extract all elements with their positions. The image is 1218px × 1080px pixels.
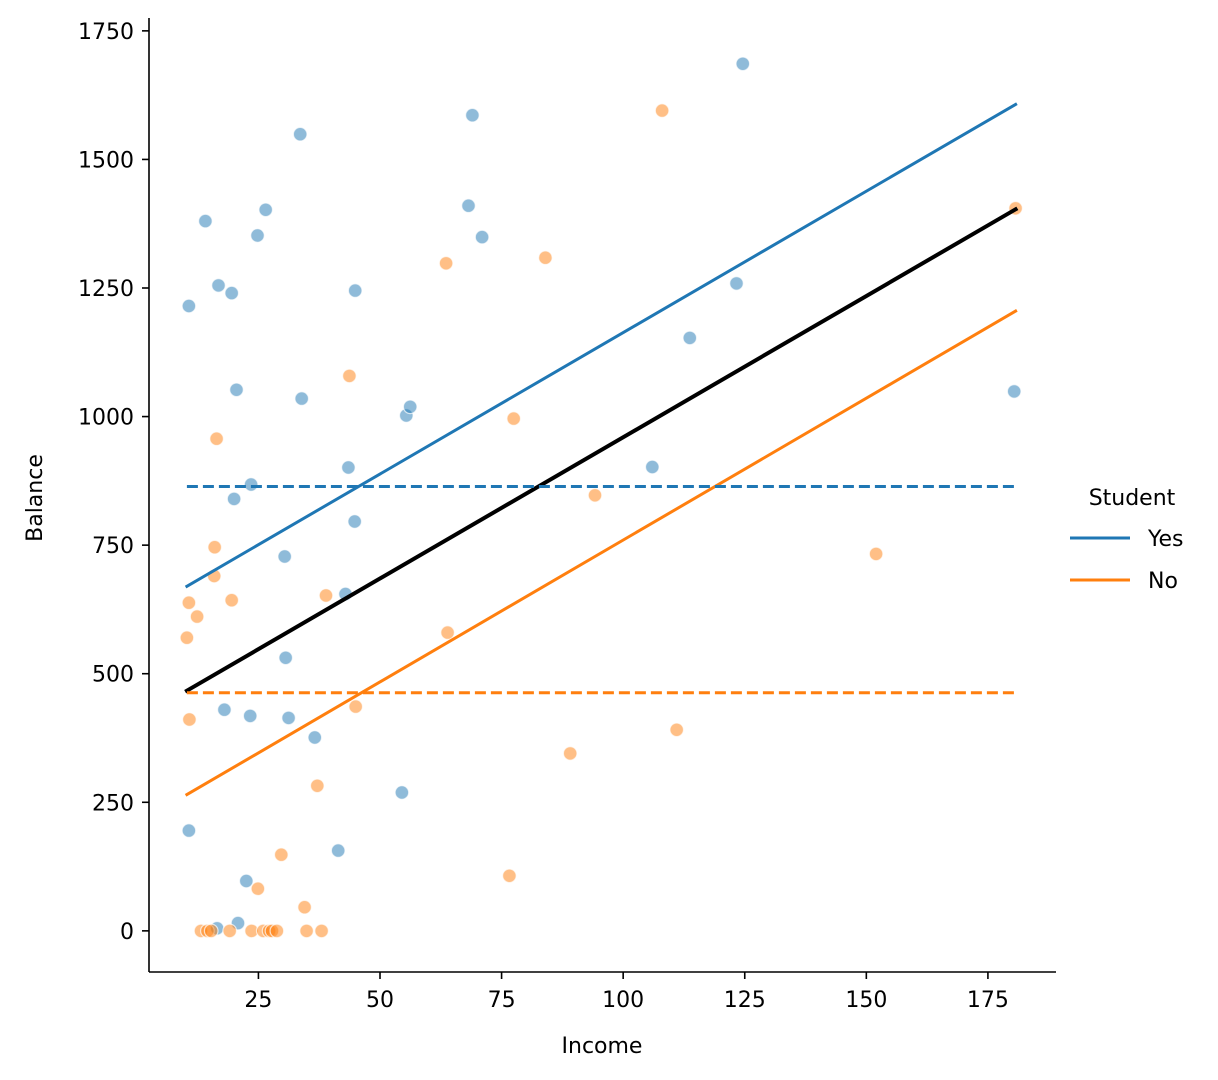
point-no (562, 746, 578, 761)
point-no (250, 881, 266, 897)
point-yes (258, 202, 274, 218)
point-yes (216, 702, 232, 718)
point-yes (347, 283, 363, 299)
point-yes (644, 459, 660, 475)
y-tick-label: 750 (92, 534, 134, 559)
legend: Student Yes No (1070, 486, 1184, 594)
y-tick-label: 500 (92, 663, 134, 688)
point-yes (294, 391, 310, 407)
fit-line-overall (184, 206, 1019, 694)
point-no (348, 699, 364, 714)
point-no (299, 923, 315, 939)
point-yes (278, 650, 294, 666)
point-no (297, 899, 313, 915)
fit-line-yes (184, 102, 1018, 589)
point-yes (1006, 384, 1022, 399)
point-no (269, 923, 285, 939)
point-no (209, 431, 225, 447)
point-yes (226, 491, 242, 507)
x-tick-label: 100 (602, 988, 644, 1013)
x-axis-title: Income (562, 1034, 643, 1059)
y-tick-label: 0 (120, 920, 134, 945)
x-tick-label: 75 (488, 988, 516, 1013)
point-no (654, 103, 670, 118)
y-tick-label: 1250 (78, 277, 134, 302)
legend-entry-yes: Yes (1070, 527, 1184, 552)
point-no (273, 847, 289, 863)
point-yes (461, 198, 476, 214)
x-tick-label: 125 (724, 988, 766, 1013)
point-yes (307, 730, 323, 745)
point-yes (238, 873, 254, 889)
axes-layer (148, 18, 1056, 973)
point-yes (292, 126, 308, 142)
point-no (502, 868, 517, 884)
point-yes (341, 460, 356, 475)
point-yes (682, 330, 698, 346)
x-tick-label: 150 (845, 988, 887, 1013)
ticks-layer: 25 50 75 100 125 150 1750250500750100012501500… (78, 20, 1009, 1013)
point-no (342, 368, 357, 384)
point-no (207, 539, 223, 555)
point-yes (250, 228, 265, 243)
point-yes (181, 823, 197, 838)
point-no (222, 923, 238, 939)
point-no (669, 722, 685, 738)
point-no (438, 255, 454, 271)
x-tick-label: 25 (244, 988, 272, 1013)
point-yes (735, 56, 751, 72)
point-yes (281, 710, 297, 726)
point-no (203, 923, 219, 939)
legend-label-no: No (1148, 569, 1178, 594)
fit-line-no (184, 309, 1018, 797)
point-yes (347, 514, 363, 529)
point-yes (330, 843, 346, 858)
point-no (868, 546, 884, 562)
point-no (318, 588, 334, 603)
x-tick-label: 50 (366, 988, 394, 1013)
legend-label-yes: Yes (1147, 527, 1184, 552)
point-no (440, 625, 456, 640)
legend-title: Student (1089, 486, 1176, 511)
y-tick-label: 250 (92, 791, 134, 816)
y-axis-title: Balance (23, 454, 48, 542)
point-no (181, 595, 197, 611)
point-yes (181, 298, 197, 314)
point-no (224, 592, 240, 608)
point-yes (224, 285, 240, 301)
x-tick-label: 175 (967, 988, 1009, 1013)
point-no (314, 923, 330, 939)
point-yes (242, 708, 258, 724)
point-yes (394, 785, 410, 800)
point-no (538, 250, 553, 266)
point-no (506, 411, 522, 427)
points-layer (179, 56, 1023, 939)
point-yes (465, 107, 480, 123)
y-tick-label: 1500 (78, 148, 134, 173)
point-no (179, 630, 195, 646)
point-yes (229, 382, 244, 398)
legend-entry-no: No (1070, 569, 1178, 594)
point-yes (402, 399, 418, 415)
point-yes (211, 278, 226, 293)
point-yes (197, 213, 213, 229)
point-yes (277, 549, 293, 564)
point-no (189, 609, 205, 624)
point-no (309, 778, 325, 794)
lines-layer (184, 102, 1019, 797)
point-no (181, 712, 197, 727)
point-no (587, 487, 603, 503)
point-yes (243, 477, 259, 492)
point-yes (729, 276, 744, 291)
y-tick-label: 1750 (78, 20, 134, 45)
point-yes (474, 229, 490, 245)
y-tick-label: 1000 (78, 406, 134, 431)
